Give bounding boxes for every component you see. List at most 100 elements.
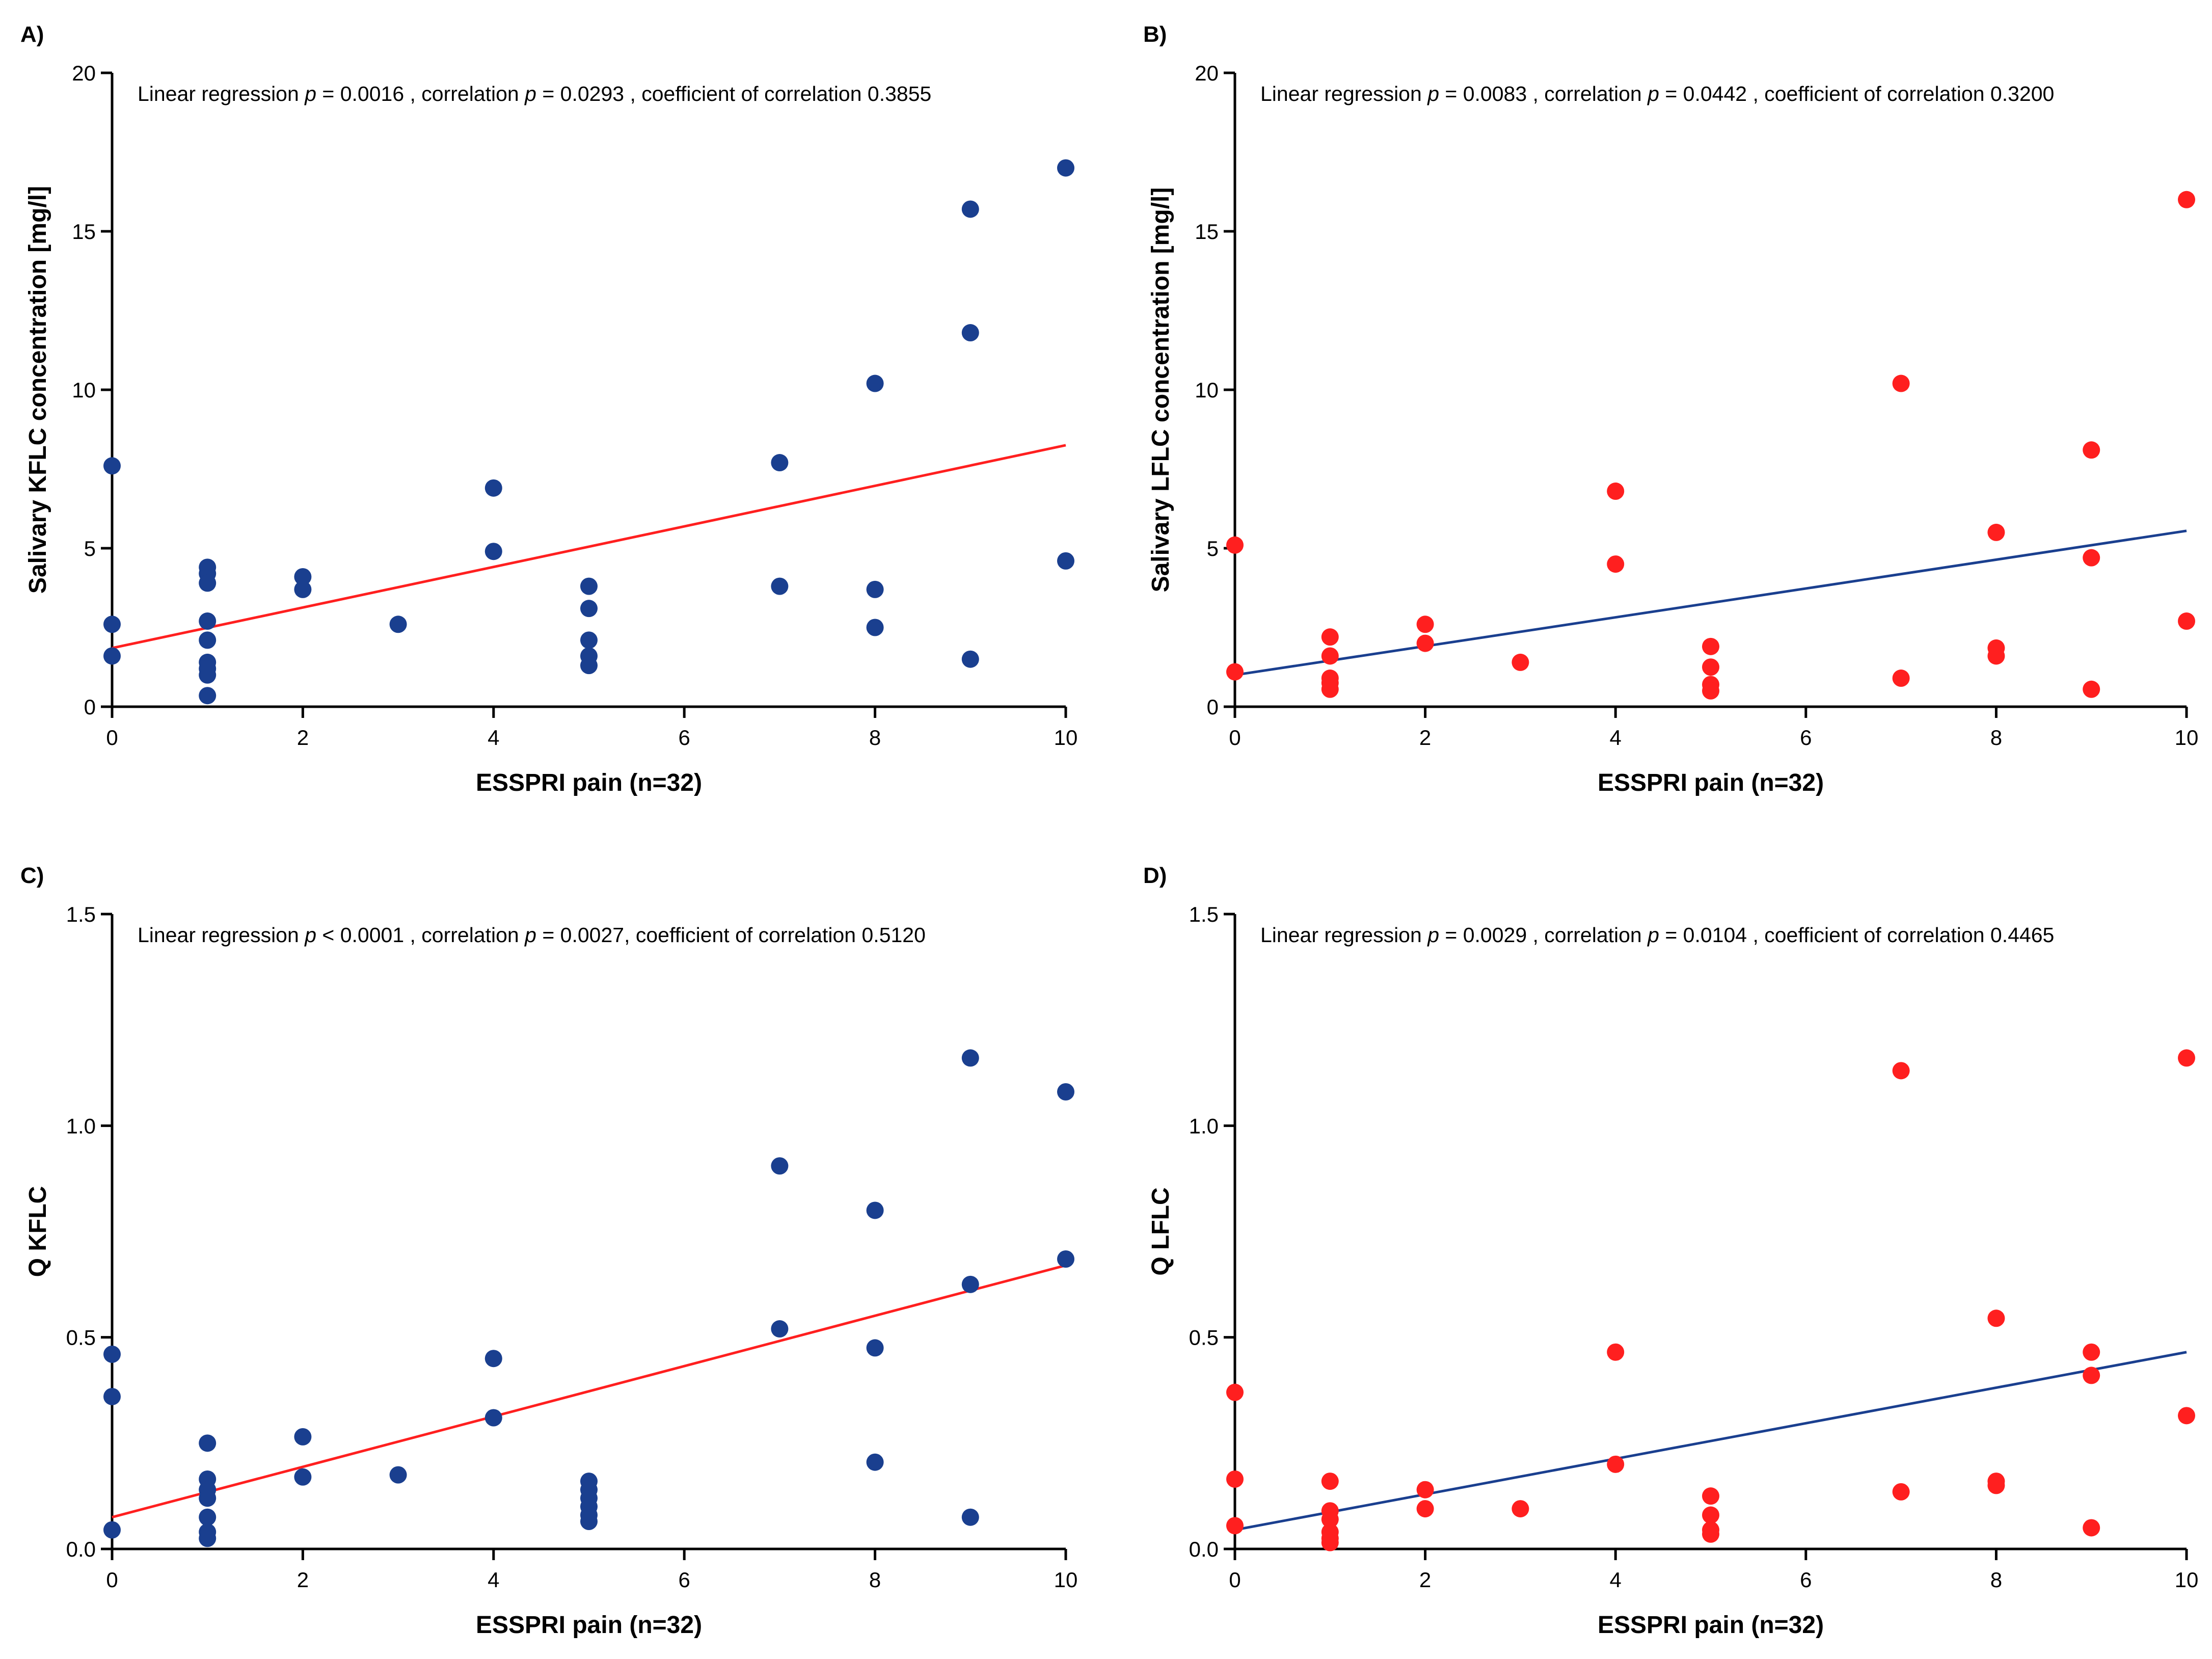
stats-segment: < 0.0001 , correlation — [316, 923, 525, 947]
data-point — [961, 1508, 979, 1526]
x-tick-label: 10 — [2175, 1568, 2199, 1592]
data-point — [771, 454, 789, 472]
data-point — [389, 616, 407, 633]
panel-c-label: C) — [20, 863, 44, 888]
y-tick-label: 1.5 — [66, 902, 96, 926]
stats-segment: Linear regression — [1260, 82, 1427, 105]
panels: A) Linear regression p = 0.0016 , correla… — [20, 22, 2198, 1639]
data-point — [389, 1466, 407, 1484]
data-point — [2083, 1343, 2100, 1361]
data-point — [1226, 1517, 1244, 1535]
data-point — [580, 657, 598, 675]
data-point — [1702, 637, 1719, 655]
data-point — [580, 631, 598, 649]
x-tick-label: 4 — [1610, 726, 1622, 750]
stats-segment: p — [524, 923, 536, 947]
x-tick-label: 6 — [679, 1568, 690, 1592]
data-point — [199, 1530, 217, 1547]
data-point — [1226, 1383, 1244, 1401]
x-tick-label: 4 — [1610, 1568, 1622, 1592]
x-tick-label: 0 — [1229, 1568, 1240, 1592]
x-tick-label: 8 — [1990, 726, 2002, 750]
panel-b-y-axis-title: Salivary LFLC concentration [mg/l] — [1147, 188, 1174, 593]
x-tick-label: 6 — [1800, 726, 1812, 750]
y-tick-label: 1.0 — [66, 1114, 96, 1138]
data-point — [103, 1345, 121, 1363]
data-point — [1892, 1062, 1910, 1080]
y-tick-label: 10 — [1195, 378, 1219, 402]
data-point — [866, 1201, 884, 1219]
data-point — [103, 457, 121, 475]
data-point — [294, 580, 312, 598]
data-point — [294, 1428, 312, 1446]
data-point — [1892, 374, 1910, 392]
panel-d-regression-line — [1234, 1351, 2187, 1532]
x-tick-label: 8 — [1990, 1568, 2002, 1592]
panel-a-y-axis-title: Salivary KFLC concentration [mg/l] — [24, 186, 51, 594]
y-tick-label: 1.0 — [1189, 1114, 1219, 1138]
y-tick-label: 0.0 — [1189, 1537, 1219, 1561]
data-point — [2083, 1519, 2100, 1537]
data-point — [199, 1434, 217, 1452]
data-point — [1987, 1309, 2005, 1327]
data-point — [961, 650, 979, 668]
panel-b-label: B) — [1143, 22, 1167, 47]
data-point — [103, 1387, 121, 1405]
data-point — [1416, 616, 1434, 633]
x-tick-label: 8 — [869, 1568, 881, 1592]
y-tick-label: 0.0 — [66, 1537, 96, 1561]
data-point — [199, 666, 217, 684]
x-tick-label: 6 — [1800, 1568, 1812, 1592]
panel-b-stats-annotation: Linear regression p = 0.0083 , correlati… — [1260, 82, 2054, 105]
panel-c-x-axis-title: ESSPRI pain (n=32) — [476, 1612, 702, 1639]
x-tick-label: 10 — [1054, 726, 1078, 750]
stats-segment: p — [1426, 923, 1439, 947]
data-point — [1321, 628, 1339, 646]
panel-c: C) Linear regression p < 0.0001 , correla… — [20, 863, 1077, 1639]
panel-a: A) Linear regression p = 0.0016 , correla… — [20, 22, 1077, 796]
data-point — [1987, 647, 2005, 665]
stats-segment: p — [1647, 82, 1659, 105]
panel-b: B) Linear regression p = 0.0083 , correla… — [1143, 22, 2198, 796]
data-point — [1702, 1525, 1719, 1543]
y-tick-label: 20 — [72, 61, 96, 85]
x-tick-label: 8 — [869, 726, 881, 750]
data-point — [1226, 663, 1244, 681]
data-point — [294, 1468, 312, 1486]
data-point — [866, 619, 884, 636]
data-point — [1226, 1470, 1244, 1488]
panel-c-y-axis-title: Q KFLC — [24, 1186, 51, 1277]
data-point — [580, 1513, 598, 1531]
panel-d-stats-annotation: Linear regression p = 0.0029 , correlati… — [1260, 923, 2054, 947]
data-point — [1987, 1477, 2005, 1494]
data-point — [199, 612, 217, 630]
data-point — [961, 1049, 979, 1067]
stats-segment: = 0.0027, coefficient of correlation 0.5… — [536, 923, 926, 947]
data-point — [484, 1350, 502, 1368]
x-tick-label: 2 — [1419, 726, 1431, 750]
stats-segment: p — [304, 82, 316, 105]
x-tick-label: 4 — [488, 1568, 499, 1592]
y-tick-label: 15 — [1195, 220, 1219, 244]
data-point — [2178, 191, 2195, 208]
y-tick-label: 0.5 — [1189, 1326, 1219, 1350]
data-point — [1702, 658, 1719, 676]
data-point — [771, 1320, 789, 1338]
y-tick-label: 5 — [84, 537, 96, 560]
data-point — [771, 577, 789, 595]
x-tick-label: 0 — [106, 1568, 118, 1592]
panel-a-regression-line — [112, 444, 1066, 650]
data-point — [1057, 552, 1074, 570]
data-point — [771, 1157, 789, 1175]
data-point — [1702, 682, 1719, 700]
data-point — [199, 1489, 217, 1507]
data-point — [1607, 555, 1625, 573]
panel-a-x-axis-title: ESSPRI pain (n=32) — [476, 769, 702, 796]
data-point — [1702, 1506, 1719, 1524]
x-tick-label: 2 — [297, 1568, 309, 1592]
data-point — [199, 574, 217, 592]
data-point — [1416, 634, 1434, 652]
data-point — [1057, 1250, 1074, 1268]
